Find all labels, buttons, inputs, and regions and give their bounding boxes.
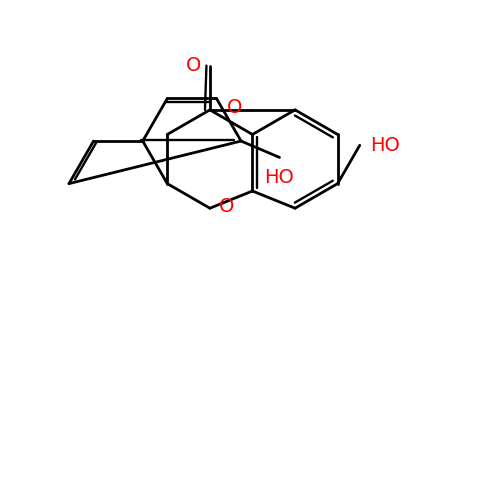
Text: O: O — [186, 56, 201, 75]
Text: O: O — [226, 98, 242, 117]
Text: HO: HO — [264, 168, 294, 187]
Text: HO: HO — [370, 136, 400, 155]
Text: O: O — [218, 196, 234, 216]
